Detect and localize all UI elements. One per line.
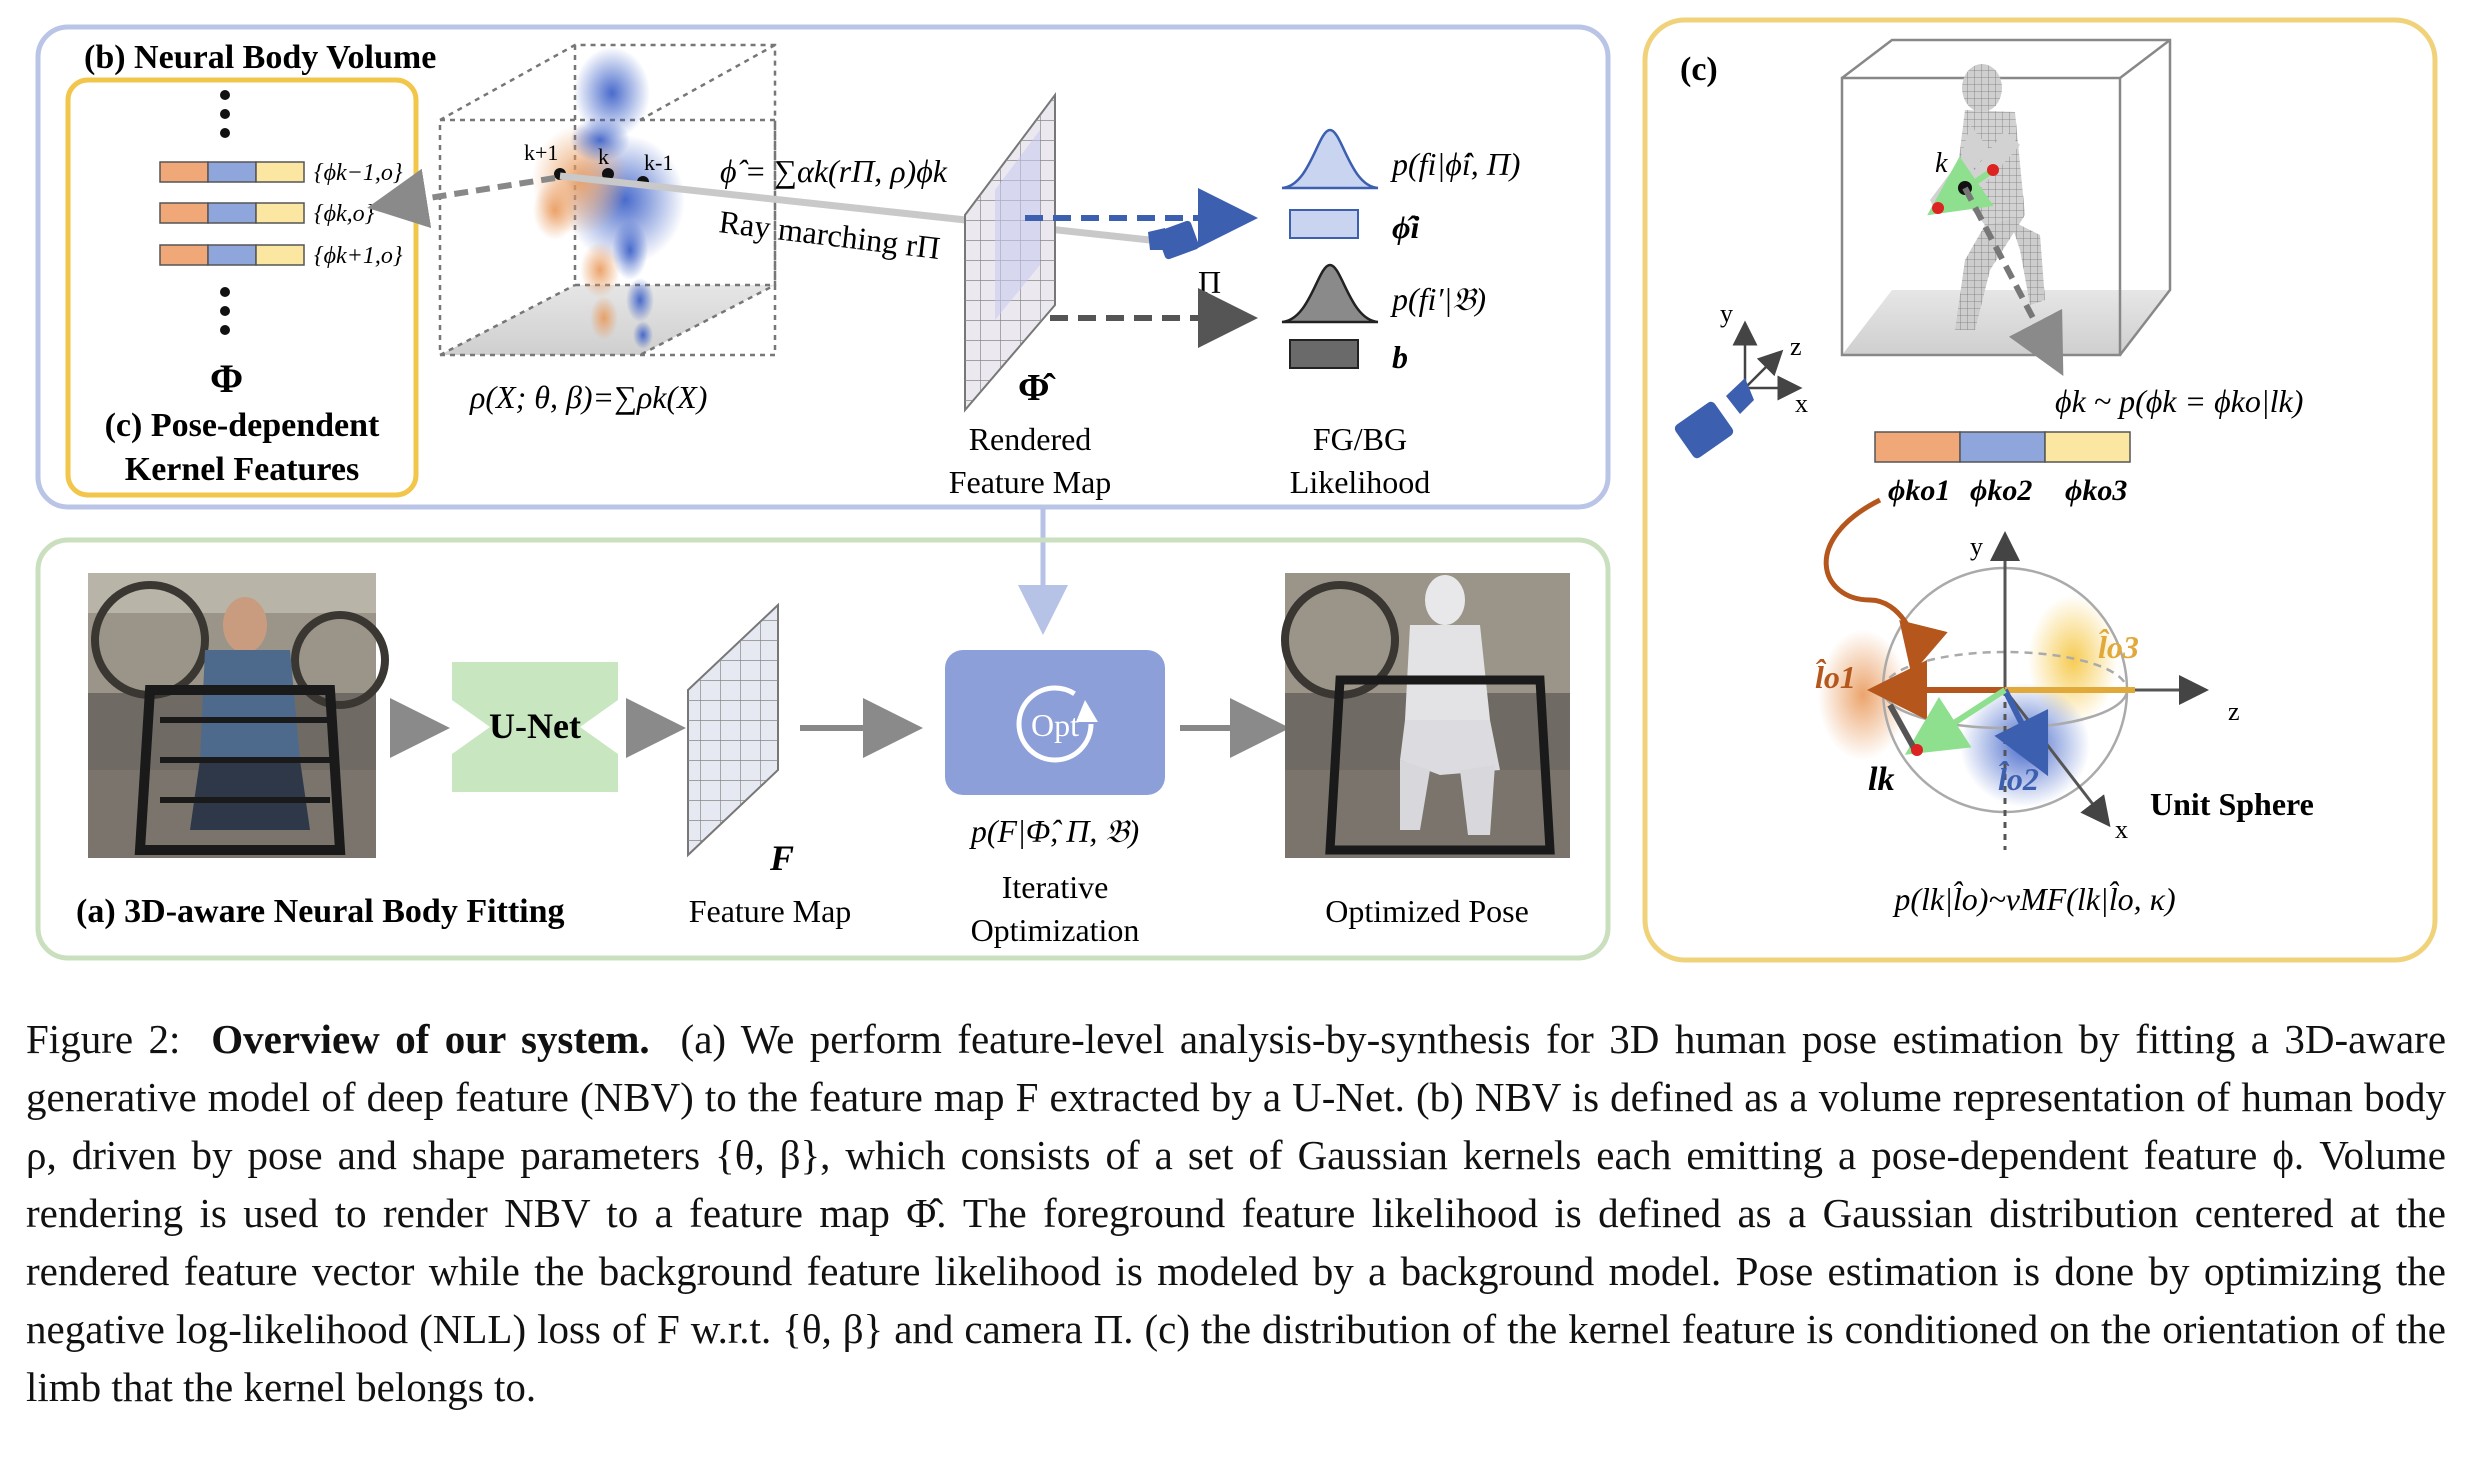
limb-joint-red-2 bbox=[1932, 202, 1944, 214]
opt-cycle-arrowhead bbox=[1076, 700, 1098, 722]
fg-likelihood: p(fi|ϕ̂i, Π) bbox=[1390, 146, 1520, 182]
rendered-label-line2: Feature Map bbox=[949, 464, 1112, 500]
phi-symbol: Φ bbox=[210, 356, 243, 401]
ko-label-3: ϕko3 bbox=[2065, 474, 2127, 507]
figure-caption: Figure 2: Overview of our system. (a) We… bbox=[26, 1010, 2446, 1416]
small-axis-y: y bbox=[1720, 299, 1733, 328]
feature-arrow bbox=[367, 168, 556, 229]
kernel-title-line1: (c) Pose-dependent bbox=[105, 407, 380, 444]
kernel-ray bbox=[1962, 186, 2064, 376]
panel-b-title: (b) Neural Body Volume bbox=[84, 39, 436, 76]
small-axis-z: z bbox=[1790, 332, 1802, 361]
kernel-label-k: k bbox=[598, 144, 609, 169]
opt-label-line1: Iterative bbox=[1002, 869, 1109, 905]
dots-top bbox=[220, 90, 230, 138]
kernel-label-k1: k+1 bbox=[524, 140, 558, 165]
bg-feature-vector bbox=[1289, 339, 1359, 369]
feature-vector-1 bbox=[159, 161, 305, 183]
optimized-pose-photo bbox=[1281, 573, 1570, 858]
figure: (b) Neural Body Volume {ϕk−1,o} {ϕk,o} {… bbox=[35, 17, 2438, 963]
density-formula: ρ(X; θ, β)=∑ρk(X) bbox=[469, 379, 707, 415]
fg-gaussian bbox=[1281, 128, 1379, 190]
mesh-cube bbox=[1840, 38, 2172, 357]
panel-b-border bbox=[35, 24, 1611, 510]
bg-likelihood: p(fi′|𝔅) bbox=[1390, 281, 1486, 317]
panel-a-border bbox=[35, 537, 1611, 961]
kernel-title-line2: Kernel Features bbox=[125, 451, 359, 488]
camera-symbol: Π bbox=[1198, 264, 1221, 300]
opt-box bbox=[945, 650, 1165, 795]
rendered-label-line1: Rendered bbox=[969, 421, 1092, 457]
unit-sphere bbox=[1818, 497, 2209, 850]
unit-sphere-label: Unit Sphere bbox=[2150, 786, 2314, 822]
sphere-axis-x: x bbox=[2115, 815, 2128, 844]
caption-bold: Overview of our system. bbox=[211, 1016, 650, 1062]
caption-prefix: Figure 2: bbox=[26, 1016, 181, 1062]
small-axis-x: x bbox=[1795, 389, 1808, 418]
phi-hat-symbol: Φ̂ bbox=[1018, 367, 1057, 409]
unet-label: U-Net bbox=[489, 706, 581, 746]
o1-label: l̂o1 bbox=[1815, 659, 1856, 695]
likelihood-label-line1: FG/BG bbox=[1313, 421, 1407, 457]
optimized-pose-label: Optimized Pose bbox=[1325, 893, 1529, 929]
fg-feature-vector bbox=[1289, 209, 1359, 239]
opt-label: Opt bbox=[1031, 707, 1079, 743]
opt-formula: p(F|Φ̂, Π, 𝔅) bbox=[969, 813, 1139, 849]
input-photo bbox=[88, 573, 389, 858]
opt-cycle-icon bbox=[1016, 685, 1094, 763]
feature-vector-2 bbox=[159, 202, 305, 224]
panel-a-title: (a) 3D-aware Neural Body Fitting bbox=[76, 893, 565, 930]
phi-k-formula: ϕk ~ p(ϕk = ϕko|lk) bbox=[2055, 383, 2303, 419]
rendered-feature-map bbox=[964, 92, 1056, 413]
dots-bottom bbox=[220, 287, 230, 335]
feature-vector-3 bbox=[159, 244, 305, 266]
sphere-axis-z: z bbox=[2228, 697, 2240, 726]
camera-icon bbox=[1148, 220, 1199, 260]
ko-feature-vector bbox=[1874, 431, 2131, 463]
render-formula: ϕ̂ = ∑αk(rΠ, ρ)ϕk bbox=[720, 153, 948, 189]
caption-text: (a) We perform feature-level analysis-by… bbox=[26, 1016, 2447, 1410]
vmf-formula: p(lk|l̂o)~vMF(lk|l̂o, κ) bbox=[1892, 881, 2175, 917]
kernel-label-km1: k-1 bbox=[644, 150, 673, 175]
panel-c-label: (c) bbox=[1680, 51, 1718, 88]
ko-label-2: ϕko2 bbox=[1970, 474, 2032, 507]
sphere-axis-y: y bbox=[1970, 532, 1983, 561]
camera-icon-c bbox=[1674, 378, 1754, 459]
kernel-features-box bbox=[65, 77, 419, 498]
o2-label: l̂o2 bbox=[1998, 761, 2039, 797]
feature-label-2: {ϕk,o} bbox=[314, 201, 375, 227]
likelihood-label-line2: Likelihood bbox=[1290, 464, 1430, 500]
unet-shape bbox=[452, 662, 618, 792]
small-axes bbox=[1732, 320, 1803, 401]
lk-label: lk bbox=[1868, 761, 1894, 798]
limb-joint-red-1 bbox=[1987, 164, 1999, 176]
feature-label-3: {ϕk+1,o} bbox=[314, 243, 403, 269]
kernel-k-label: k bbox=[1935, 148, 1948, 179]
bg-vector-label: b bbox=[1392, 339, 1408, 375]
feature-map bbox=[687, 602, 779, 858]
panel-c-border bbox=[1642, 17, 2438, 963]
feature-label-1: {ϕk−1,o} bbox=[314, 160, 403, 186]
ko-label-1: ϕko1 bbox=[1888, 474, 1950, 507]
fg-vector-label: ϕ̂i bbox=[1392, 209, 1420, 245]
feature-symbol: F bbox=[769, 838, 794, 878]
opt-label-line2: Optimization bbox=[971, 912, 1140, 948]
bg-gaussian bbox=[1281, 263, 1379, 324]
feature-map-label: Feature Map bbox=[689, 893, 852, 929]
o3-label: l̂o3 bbox=[2098, 629, 2139, 665]
